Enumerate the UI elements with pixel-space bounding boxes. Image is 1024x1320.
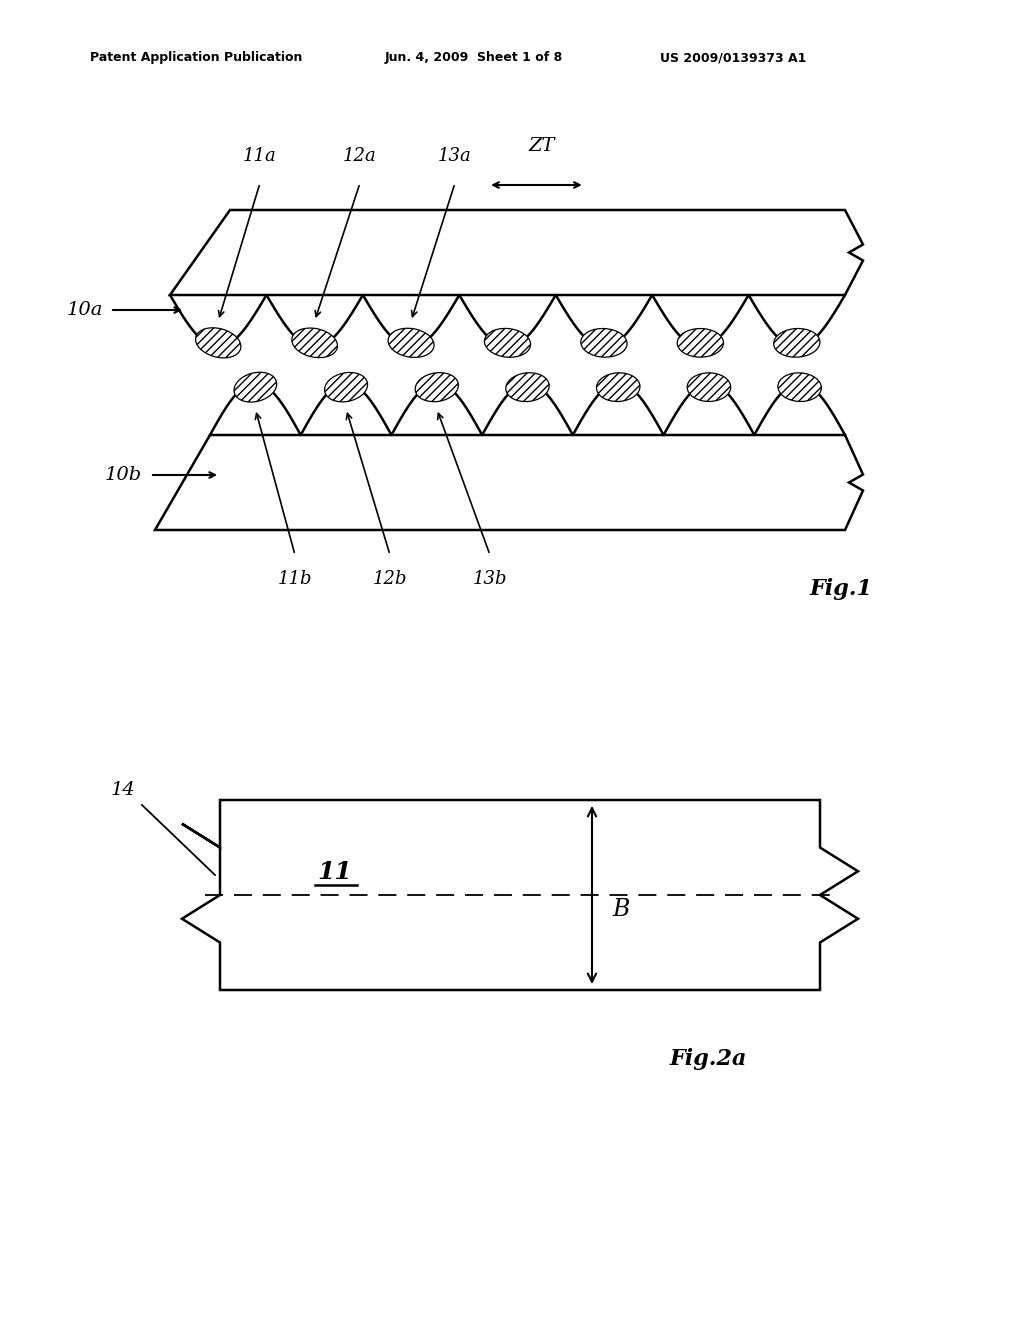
Text: 13b: 13b bbox=[473, 570, 507, 587]
Text: 14: 14 bbox=[111, 781, 135, 799]
Ellipse shape bbox=[388, 329, 434, 358]
Ellipse shape bbox=[687, 372, 731, 401]
Text: US 2009/0139373 A1: US 2009/0139373 A1 bbox=[660, 51, 806, 65]
Text: Fig.2a: Fig.2a bbox=[670, 1048, 748, 1071]
Text: 13a: 13a bbox=[438, 147, 472, 165]
Polygon shape bbox=[170, 210, 863, 294]
Text: 10b: 10b bbox=[104, 466, 142, 484]
Text: 12a: 12a bbox=[343, 147, 377, 165]
Ellipse shape bbox=[484, 329, 530, 358]
Text: 11a: 11a bbox=[243, 147, 276, 165]
Ellipse shape bbox=[292, 329, 338, 358]
Text: Patent Application Publication: Patent Application Publication bbox=[90, 51, 302, 65]
Ellipse shape bbox=[596, 372, 640, 401]
Ellipse shape bbox=[506, 372, 549, 401]
Ellipse shape bbox=[677, 329, 724, 358]
Ellipse shape bbox=[778, 372, 821, 401]
Text: ZT: ZT bbox=[528, 137, 555, 154]
Ellipse shape bbox=[774, 329, 820, 358]
Text: 12b: 12b bbox=[373, 570, 408, 587]
Text: 10a: 10a bbox=[67, 301, 103, 319]
Ellipse shape bbox=[415, 372, 459, 401]
Ellipse shape bbox=[234, 372, 276, 403]
Text: Fig.1: Fig.1 bbox=[810, 578, 873, 601]
Polygon shape bbox=[182, 800, 858, 990]
Text: Jun. 4, 2009  Sheet 1 of 8: Jun. 4, 2009 Sheet 1 of 8 bbox=[385, 51, 563, 65]
Text: B: B bbox=[612, 899, 630, 921]
Ellipse shape bbox=[196, 327, 241, 358]
Ellipse shape bbox=[581, 329, 627, 358]
Ellipse shape bbox=[325, 372, 368, 401]
Text: 11b: 11b bbox=[278, 570, 312, 587]
Polygon shape bbox=[155, 436, 863, 531]
Text: 11: 11 bbox=[317, 861, 352, 884]
